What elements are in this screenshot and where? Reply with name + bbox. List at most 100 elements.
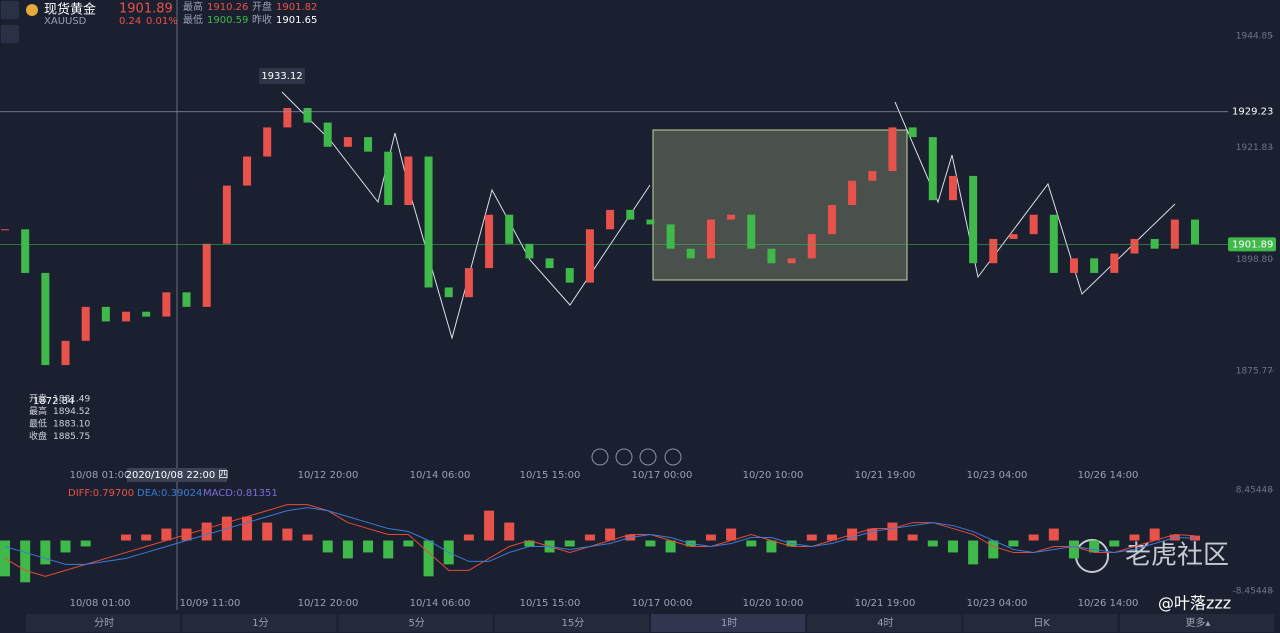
nav-button[interactable]	[664, 448, 682, 466]
tab[interactable]	[494, 614, 649, 632]
macd-bar	[282, 528, 293, 541]
tab-label: 4时	[877, 617, 893, 629]
alert-label: 1929.23	[1232, 107, 1273, 118]
x-tick-label: 10/08 01:00	[70, 470, 131, 481]
low-label: 1872.84	[33, 396, 74, 407]
tooltip-value: 1881.49	[53, 395, 90, 405]
macd-bar	[705, 534, 716, 541]
tab[interactable]	[1119, 614, 1274, 632]
stat-label: 开盘	[252, 0, 272, 13]
macd-bar	[141, 534, 152, 541]
candle	[727, 214, 736, 220]
candle	[162, 292, 171, 317]
macd-bar	[927, 540, 938, 547]
stat-value: 1900.59	[207, 15, 248, 26]
macd-bar	[1089, 540, 1100, 553]
tab[interactable]	[807, 614, 962, 632]
tab[interactable]	[963, 614, 1118, 632]
candle	[444, 287, 453, 298]
x-tick-label: 10/26 14:00	[1078, 598, 1139, 609]
macd-bar	[322, 540, 333, 553]
candle	[565, 268, 574, 283]
crosshair-label: 2020/10/08 22:00 四	[126, 470, 229, 481]
candle	[41, 272, 50, 366]
stat-value: 1901.65	[276, 15, 317, 26]
candle	[606, 209, 615, 230]
tab-label: 15分	[562, 617, 585, 629]
candle	[485, 214, 494, 269]
tooltip-label: 收盘	[29, 430, 47, 442]
x-tick-label: 10/20 10:00	[743, 470, 804, 481]
change-pct: 0.01%	[146, 16, 178, 27]
macd-bar	[524, 540, 535, 547]
macd-bar	[605, 528, 616, 541]
stat-label: 昨收	[252, 13, 272, 26]
candle	[81, 306, 90, 341]
candle	[263, 127, 272, 157]
x-tick-label: 10/20 10:00	[743, 598, 804, 609]
tab[interactable]	[182, 614, 337, 632]
macd-bar	[645, 540, 656, 547]
candle	[142, 311, 151, 317]
tab[interactable]	[651, 614, 806, 632]
tooltip-label: 开盘	[29, 393, 47, 405]
close-button[interactable]	[1, 1, 19, 19]
candle	[464, 268, 473, 298]
x-tick-label: 10/14 06:00	[410, 598, 471, 609]
tab[interactable]	[26, 614, 181, 632]
tab[interactable]	[338, 614, 493, 632]
tab-label: 更多▴	[1185, 616, 1210, 629]
macd-bar	[1149, 528, 1160, 541]
macd-bar	[423, 540, 434, 577]
macd-label: MACD:0.81351	[203, 488, 278, 499]
candle	[989, 238, 998, 264]
candle	[222, 185, 231, 244]
candle	[1110, 253, 1119, 273]
candle	[666, 224, 675, 249]
candle	[807, 234, 816, 259]
macd-bar	[1068, 540, 1079, 559]
y-tick-label: 1875.77	[1236, 367, 1273, 377]
macd-bar	[121, 534, 132, 541]
candle	[1170, 219, 1179, 249]
macd-diff-line	[4, 504, 1196, 577]
watermark-text: 老虎社区	[1125, 541, 1229, 571]
x-tick-label: 10/12 20:00	[298, 598, 359, 609]
instrument-name[interactable]: 现货黄金	[44, 2, 96, 18]
candle	[404, 156, 413, 206]
candle	[686, 248, 695, 259]
candle	[767, 248, 776, 264]
macd-bar	[1048, 528, 1059, 541]
candle	[283, 108, 292, 128]
peak-box	[259, 68, 305, 84]
candle	[343, 137, 352, 147]
tooltip-value: 1883.10	[53, 420, 90, 430]
candle	[1191, 219, 1199, 245]
x-tick-label: 10/12 20:00	[298, 470, 359, 481]
macd-bar	[564, 540, 575, 547]
stat-value: 1901.82	[276, 2, 317, 13]
candle	[525, 243, 534, 259]
nav-button[interactable]	[591, 448, 609, 466]
stat-value: 1910.26	[207, 2, 248, 13]
candle	[1150, 238, 1159, 249]
x-tick-label: 10/09 11:00	[180, 598, 241, 609]
macd-bar	[584, 534, 595, 541]
macd-bar	[968, 540, 979, 565]
tab-label: 日K	[1033, 618, 1050, 629]
x-tick-label: 10/15 15:00	[520, 598, 581, 609]
candle	[1049, 214, 1058, 273]
x-tick-label: 10/17 00:00	[632, 470, 693, 481]
candle	[948, 175, 957, 201]
candle	[202, 243, 211, 307]
draw-tool-button[interactable]	[1, 25, 19, 43]
candle	[928, 137, 937, 201]
nav-button[interactable]	[615, 448, 633, 466]
x-tick-label: 10/14 06:00	[410, 470, 471, 481]
nav-button[interactable]	[639, 448, 657, 466]
macd-bar	[504, 522, 515, 541]
macd-bar	[463, 534, 474, 541]
candle	[364, 137, 373, 152]
macd-bar	[746, 540, 757, 547]
